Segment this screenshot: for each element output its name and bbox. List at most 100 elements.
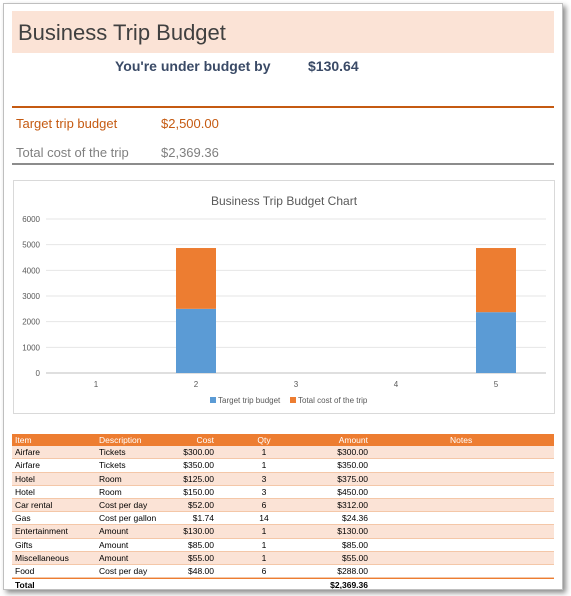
y-tick-label: 6000 [22, 215, 40, 224]
table-row: Hotel Room $150.00 3 $450.00 [12, 486, 554, 499]
expense-table: Item Description Cost Qty Amount Notes A… [12, 434, 554, 590]
cell-amount[interactable]: $55.00 [342, 552, 368, 563]
y-tick-label: 2000 [22, 318, 40, 327]
table-row: Airfare Tickets $300.00 1 $300.00 [12, 446, 554, 460]
header-amount[interactable]: Amount [338, 435, 368, 445]
chart-title: Business Trip Budget Chart [211, 194, 358, 208]
cell-item[interactable]: Food [15, 565, 35, 576]
table-row: Hotel Room $125.00 3 $375.00 [12, 472, 554, 486]
cell-cost[interactable]: $150.00 [183, 486, 214, 497]
table-header-row: Item Description Cost Qty Amount Notes [12, 434, 554, 447]
table-row: Miscellaneous Amount $55.00 1 $55.00 [12, 551, 554, 565]
chart-canvas: Business Trip Budget Chart 0 1000 2000 3000 4… [22, 194, 546, 405]
table-row: Food Cost per day $48.00 6 $288.00 [12, 565, 554, 579]
total-row-amount[interactable]: $2,369.36 [330, 580, 368, 590]
cell-cost[interactable]: $350.00 [183, 460, 214, 471]
target-budget-label: Target trip budget [16, 116, 118, 131]
bar-total-cat-2 [176, 248, 216, 309]
table-row: Gas Cost per gallon $1.74 14 $24.36 [12, 512, 554, 526]
cell-description[interactable]: Tickets [99, 447, 126, 458]
target-budget-value[interactable]: $2,500.00 [161, 116, 219, 131]
cell-amount[interactable]: $312.00 [337, 499, 368, 510]
cell-qty[interactable]: 6 [261, 499, 267, 510]
cell-item[interactable]: Airfare [15, 447, 41, 458]
cell-description[interactable]: Cost per day [99, 499, 148, 510]
total-row-label[interactable]: Total [15, 580, 35, 590]
cell-description[interactable]: Cost per day [99, 565, 148, 576]
cell-cost[interactable]: $125.00 [183, 473, 214, 484]
header-cost[interactable]: Cost [196, 435, 214, 445]
header-description[interactable]: Description [99, 435, 142, 445]
title-banner: Business Trip Budget [12, 11, 554, 53]
cell-qty[interactable]: 6 [261, 565, 267, 576]
cell-cost[interactable]: $1.74 [192, 513, 214, 524]
cell-qty[interactable]: 14 [259, 513, 269, 524]
cell-item[interactable]: Gas [15, 513, 31, 524]
cell-qty[interactable]: 1 [261, 539, 267, 550]
cell-item[interactable]: Hotel [15, 473, 35, 484]
table-row: Airfare Tickets $350.00 1 $350.00 [12, 459, 554, 473]
header-item[interactable]: Item [15, 435, 32, 445]
cell-description[interactable]: Amount [99, 539, 129, 550]
cell-qty[interactable]: 3 [261, 486, 267, 497]
cell-item[interactable]: Entertainment [15, 526, 68, 537]
cell-amount[interactable]: $288.00 [337, 565, 368, 576]
cell-description[interactable]: Room [99, 473, 122, 484]
x-tick-label: 3 [294, 380, 299, 389]
cell-item[interactable]: Airfare [15, 460, 41, 471]
header-notes[interactable]: Notes [450, 435, 473, 445]
table-row: Gifts Amount $85.00 1 $85.00 [12, 539, 554, 552]
cell-cost[interactable]: $55.00 [188, 552, 214, 563]
cell-description[interactable]: Tickets [99, 460, 126, 471]
worksheet-frame: Business Trip Budget You're under budget… [3, 3, 563, 590]
cell-item[interactable]: Hotel [15, 486, 35, 497]
cell-amount[interactable]: $450.00 [337, 486, 368, 497]
cell-amount[interactable]: $130.00 [337, 526, 368, 537]
cell-cost[interactable]: $85.00 [188, 539, 214, 550]
cell-description[interactable]: Room [99, 486, 122, 497]
table-total-row: Total $2,369.36 [12, 578, 554, 590]
divider-orange [12, 106, 554, 108]
cell-qty[interactable]: 1 [261, 552, 267, 563]
cell-qty[interactable]: 1 [261, 447, 267, 458]
cell-amount[interactable]: $300.00 [337, 447, 368, 458]
cell-cost[interactable]: $300.00 [183, 447, 214, 458]
legend-label: Target trip budget [218, 396, 281, 405]
legend-label: Total cost of the trip [298, 396, 368, 405]
cell-item[interactable]: Gifts [15, 539, 33, 550]
x-tick-label: 4 [394, 380, 399, 389]
table-row: Entertainment Amount $130.00 1 $130.00 [12, 525, 554, 539]
cell-description[interactable]: Cost per gallon [99, 513, 157, 524]
under-budget-label: You're under budget by [115, 58, 271, 74]
x-tick-label: 2 [194, 380, 199, 389]
table-body: Airfare Tickets $300.00 1 $300.00 Airfare Tick… [12, 446, 554, 579]
y-tick-label: 5000 [22, 241, 40, 250]
cell-amount[interactable]: $24.36 [342, 513, 368, 524]
cell-qty[interactable]: 1 [261, 526, 267, 537]
y-tick-label: 0 [36, 369, 41, 378]
cell-description[interactable]: Amount [99, 526, 129, 537]
x-tick-label: 5 [494, 380, 499, 389]
cell-qty[interactable]: 3 [261, 473, 267, 484]
cell-item[interactable]: Car rental [15, 499, 53, 510]
legend-swatch [210, 397, 216, 403]
x-tick-label: 1 [94, 380, 99, 389]
cell-cost[interactable]: $130.00 [183, 526, 214, 537]
cell-description[interactable]: Amount [99, 552, 129, 563]
cell-cost[interactable]: $52.00 [188, 499, 214, 510]
header-qty[interactable]: Qty [257, 435, 271, 445]
cell-amount[interactable]: $85.00 [342, 539, 368, 550]
cell-item[interactable]: Miscellaneous [15, 552, 69, 563]
under-budget-value[interactable]: $130.64 [308, 58, 359, 74]
total-cost-value[interactable]: $2,369.36 [161, 145, 219, 160]
y-tick-label: 3000 [22, 292, 40, 301]
divider-gray [12, 163, 554, 165]
bar-target-cat-5 [476, 312, 516, 373]
legend-swatch [290, 397, 296, 403]
cell-qty[interactable]: 1 [261, 460, 267, 471]
cell-amount[interactable]: $375.00 [337, 473, 368, 484]
cell-amount[interactable]: $350.00 [337, 460, 368, 471]
budget-chart[interactable]: Business Trip Budget Chart 0 1000 2000 3000 4… [13, 180, 555, 414]
bar-total-cat-5 [476, 248, 516, 313]
cell-cost[interactable]: $48.00 [188, 565, 214, 576]
